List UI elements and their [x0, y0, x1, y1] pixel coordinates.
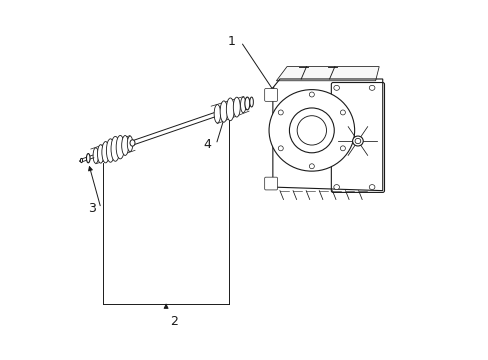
Ellipse shape: [233, 97, 240, 117]
Ellipse shape: [130, 140, 135, 146]
Ellipse shape: [240, 97, 245, 113]
Text: 3: 3: [88, 202, 96, 215]
Ellipse shape: [226, 98, 234, 121]
Ellipse shape: [352, 136, 363, 146]
Ellipse shape: [289, 108, 334, 153]
Ellipse shape: [354, 138, 360, 144]
Ellipse shape: [93, 148, 99, 163]
Text: 4: 4: [203, 138, 211, 151]
Ellipse shape: [214, 104, 220, 123]
Ellipse shape: [102, 141, 109, 163]
FancyBboxPatch shape: [264, 89, 277, 101]
Ellipse shape: [244, 97, 249, 110]
Text: 2: 2: [169, 315, 177, 328]
Ellipse shape: [340, 146, 345, 151]
Ellipse shape: [268, 90, 354, 171]
Ellipse shape: [220, 101, 227, 122]
Ellipse shape: [86, 154, 90, 163]
Ellipse shape: [297, 116, 326, 145]
Ellipse shape: [122, 136, 128, 156]
Ellipse shape: [333, 185, 339, 190]
Ellipse shape: [368, 85, 374, 90]
Ellipse shape: [278, 110, 283, 115]
Ellipse shape: [278, 146, 283, 151]
Polygon shape: [276, 67, 378, 81]
Ellipse shape: [80, 158, 82, 163]
Ellipse shape: [249, 97, 253, 107]
Ellipse shape: [340, 110, 345, 115]
FancyBboxPatch shape: [264, 177, 277, 190]
Ellipse shape: [106, 139, 114, 162]
Ellipse shape: [309, 92, 314, 97]
Ellipse shape: [309, 164, 314, 169]
Ellipse shape: [116, 135, 124, 159]
Text: 1: 1: [228, 35, 236, 48]
Ellipse shape: [127, 136, 133, 152]
FancyBboxPatch shape: [331, 82, 384, 192]
Ellipse shape: [111, 136, 120, 161]
Ellipse shape: [97, 145, 104, 163]
Ellipse shape: [368, 185, 374, 190]
Ellipse shape: [333, 85, 339, 90]
